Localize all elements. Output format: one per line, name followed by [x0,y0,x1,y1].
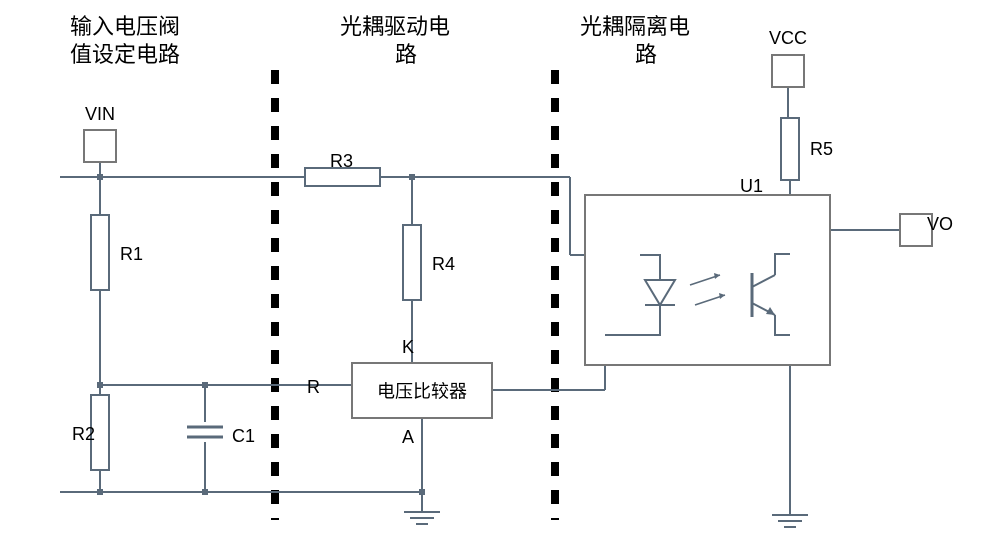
resistor-r1: R1 [91,215,143,290]
svg-text:A: A [402,427,414,447]
section-2-title-line2: 路 [395,42,417,67]
section-3-title-line1: 光耦隔离电 [580,14,690,39]
resistor-r2: R2 [72,395,109,470]
resistor-r4: R4 [403,225,455,300]
svg-text:R4: R4 [432,254,455,274]
svg-text:VIN: VIN [85,104,115,124]
section-1-title-line2: 值设定电路 [70,42,180,67]
section-3-title-line2: 路 [635,42,657,67]
optocoupler-u1: U1 [585,176,830,365]
resistor-r3: R3 [305,151,380,186]
svg-text:VCC: VCC [769,28,807,48]
terminal-vo: VO [900,214,953,246]
svg-text:K: K [402,337,414,357]
svg-text:R2: R2 [72,424,95,444]
terminal-vin: VIN [84,104,116,162]
section-2-title-line1: 光耦驱动电 [340,14,450,39]
svg-text:VO: VO [927,214,953,234]
svg-text:电压比较器: 电压比较器 [377,382,467,402]
section-1-title-line1: 输入电压阀 [70,14,180,39]
svg-text:U1: U1 [740,176,763,196]
capacitor-c1: C1 [187,426,255,446]
svg-text:R1: R1 [120,244,143,264]
svg-text:R5: R5 [810,139,833,159]
terminal-vcc: VCC [769,28,807,87]
svg-text:R3: R3 [330,151,353,171]
svg-text:C1: C1 [232,426,255,446]
resistor-r5: R5 [781,118,833,180]
svg-text:R: R [307,377,320,397]
grounds [404,512,808,527]
voltage-comparator: 电压比较器 R K A [307,337,492,447]
